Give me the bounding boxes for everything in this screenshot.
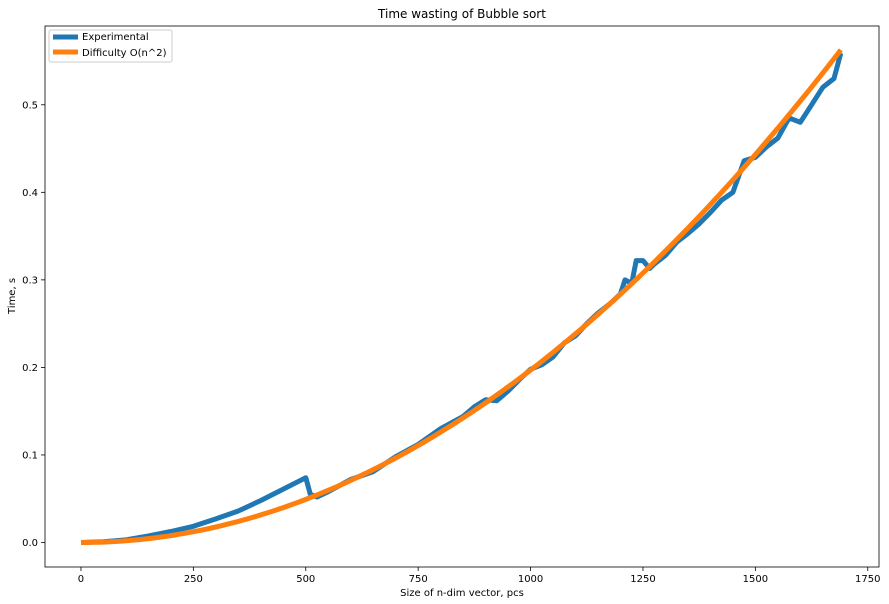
x-tick-label: 250 xyxy=(184,574,203,585)
legend-label-experimental: Experimental xyxy=(82,32,149,43)
legend-frame xyxy=(48,29,173,63)
y-tick-label: 0.0 xyxy=(22,538,38,549)
series-line-experimental xyxy=(80,52,844,545)
x-axis-label: Size of n-dim vector, pcs xyxy=(400,588,524,599)
x-axis: 0 250 500 750 1000 1250 1500 1750 xyxy=(78,567,880,585)
y-tick-label: 0.4 xyxy=(22,188,38,199)
y-tick-label: 0.5 xyxy=(22,100,38,111)
legend-label-difficulty: Difficulty O(n^2) xyxy=(82,48,167,59)
series-line-difficulty xyxy=(81,48,843,545)
y-axis: 0.0 0.1 0.2 0.3 0.4 0.5 xyxy=(22,100,45,549)
x-tick-label: 1750 xyxy=(855,574,880,585)
x-tick-label: 1000 xyxy=(518,574,543,585)
x-tick-label: 0 xyxy=(78,574,84,585)
legend: Experimental Difficulty O(n^2) xyxy=(48,29,173,63)
plot-area xyxy=(80,48,844,545)
axes-frame xyxy=(44,25,880,568)
y-tick-label: 0.2 xyxy=(22,363,38,374)
y-tick-label: 0.1 xyxy=(22,450,38,461)
x-tick-label: 1250 xyxy=(630,574,655,585)
x-tick-label: 500 xyxy=(296,574,315,585)
x-tick-label: 1500 xyxy=(743,574,768,585)
y-axis-label: Time, s xyxy=(7,278,18,315)
y-tick-label: 0.3 xyxy=(22,275,38,286)
chart-title: Time wasting of Bubble sort xyxy=(377,7,546,21)
x-tick-label: 750 xyxy=(409,574,428,585)
